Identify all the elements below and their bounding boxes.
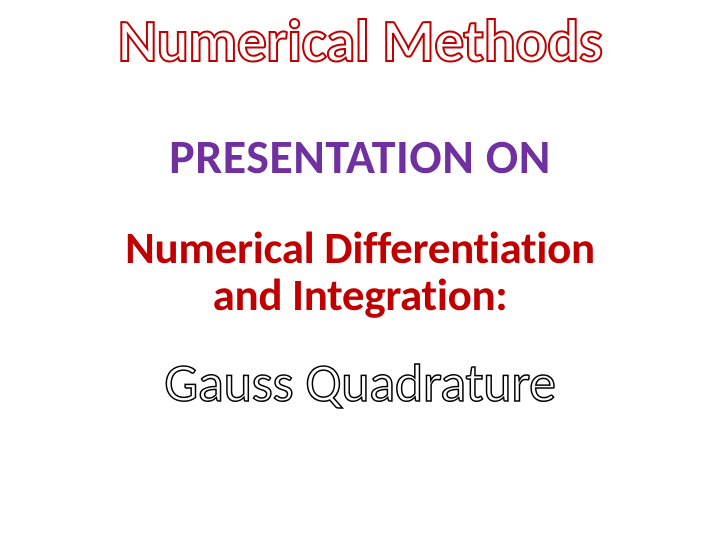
slide-subtitle: PRESENTATION ON	[169, 133, 551, 181]
slide-title: Numerical Methods	[118, 10, 603, 73]
section-heading-line-1: Numerical Differentiation	[125, 225, 595, 272]
slide-container: Numerical Methods PRESENTATION ON Numeri…	[0, 0, 720, 540]
section-heading-line-2: and Integration:	[213, 272, 508, 319]
topic-heading: Gauss Quadrature	[164, 356, 555, 410]
